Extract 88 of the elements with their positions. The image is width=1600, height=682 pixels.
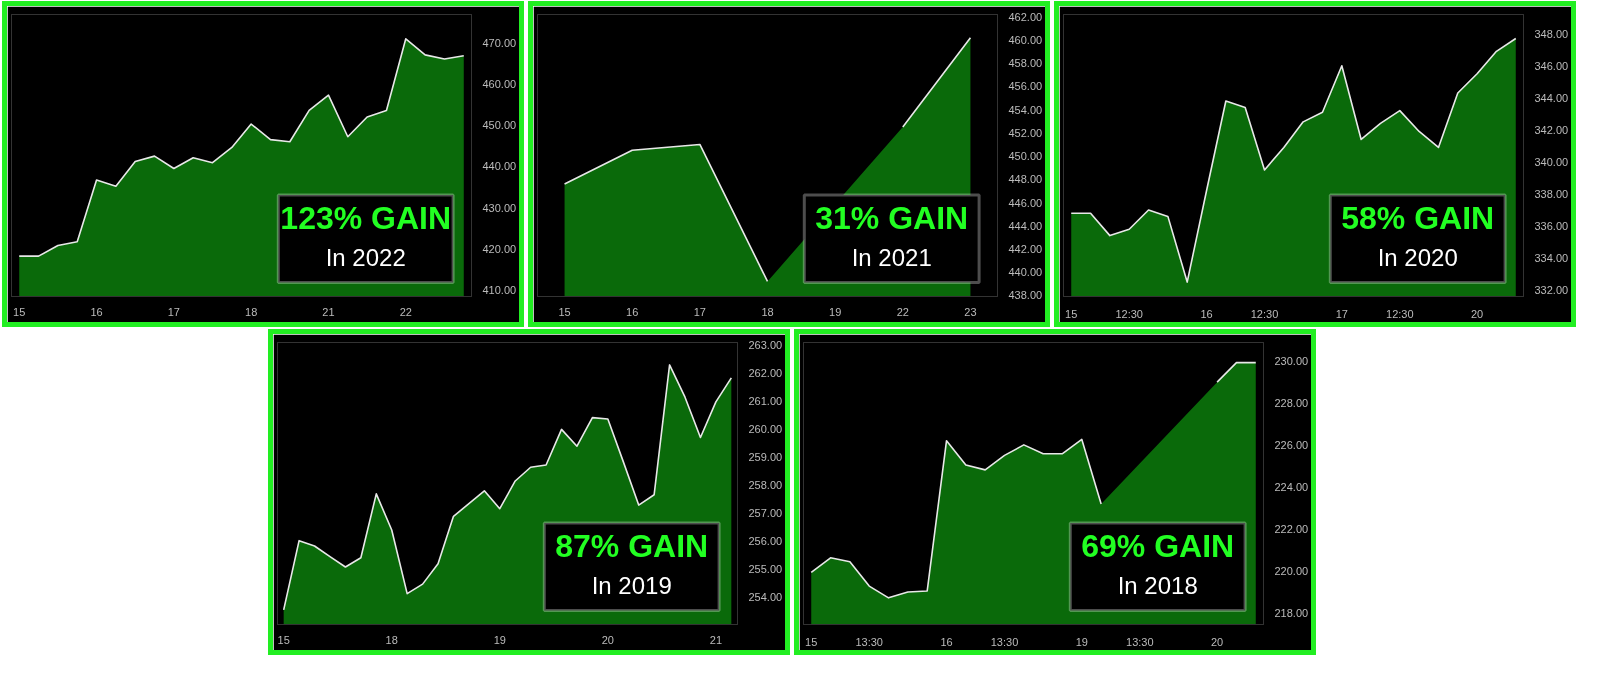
x-tick-label: 18	[761, 305, 774, 318]
y-tick-label: 470.00	[482, 36, 517, 49]
annotation: In 2022	[325, 244, 406, 272]
x-tick-label: 17	[1335, 307, 1348, 320]
y-tick-label: 334.00	[1534, 252, 1569, 265]
x-tick-label: 17	[167, 305, 180, 318]
x-tick-label: 16	[1200, 307, 1213, 320]
y-tick-label: 220.00	[1274, 564, 1309, 577]
x-tick-label: 15	[277, 633, 290, 646]
y-tick-label: 228.00	[1274, 396, 1309, 409]
y-tick-label: 332.00	[1534, 284, 1569, 297]
y-tick-label: 440.00	[482, 160, 517, 173]
y-tick-label: 420.00	[482, 242, 517, 255]
x-tick-label: 16	[90, 305, 103, 318]
x-tick-label: 18	[385, 633, 398, 646]
annotation: 123% GAIN	[280, 199, 452, 236]
x-tick-label: 16	[940, 635, 953, 648]
annotation: In 2018	[1117, 572, 1198, 600]
x-tick-label: 15	[805, 635, 818, 648]
y-tick-label: 456.00	[1008, 80, 1043, 93]
y-tick-label: 224.00	[1274, 480, 1309, 493]
x-tick-label: 21	[709, 633, 723, 646]
annotation: 87% GAIN	[555, 527, 709, 564]
x-tick-label: 21	[322, 305, 335, 318]
y-tick-label: 342.00	[1534, 123, 1569, 136]
y-tick-label: 256.00	[748, 535, 783, 548]
x-tick-label: 20	[601, 633, 614, 646]
y-tick-label: 448.00	[1008, 173, 1043, 186]
x-tick-label: 12:30	[1115, 307, 1143, 320]
x-tick-label: 20	[1471, 307, 1484, 320]
x-tick-label: 22	[896, 305, 909, 318]
y-tick-label: 257.00	[748, 507, 783, 520]
y-tick-label: 460.00	[482, 78, 517, 91]
annotation: 58% GAIN	[1341, 199, 1495, 236]
y-tick-label: 226.00	[1274, 438, 1309, 451]
y-tick-label: 348.00	[1534, 27, 1569, 40]
annotation: 69% GAIN	[1081, 527, 1235, 564]
x-tick-label: 19	[829, 305, 842, 318]
y-tick-label: 442.00	[1008, 242, 1043, 255]
y-tick-label: 338.00	[1534, 187, 1569, 200]
annotation: In 2019	[591, 572, 672, 600]
y-tick-label: 262.00	[748, 367, 783, 380]
x-tick-label: 15	[1065, 307, 1078, 320]
y-tick-label: 460.00	[1008, 34, 1043, 47]
x-tick-label: 20	[1211, 635, 1224, 648]
y-tick-label: 454.00	[1008, 103, 1043, 116]
y-tick-label: 222.00	[1274, 522, 1309, 535]
y-tick-label: 218.00	[1274, 606, 1309, 619]
x-tick-label: 13:30	[855, 635, 883, 648]
x-tick-label: 18	[245, 305, 258, 318]
annotation: 31% GAIN	[815, 199, 969, 236]
annotation: In 2020	[1377, 244, 1458, 272]
y-tick-label: 452.00	[1008, 126, 1043, 139]
y-tick-label: 261.00	[748, 395, 783, 408]
x-tick-label: 22	[399, 305, 412, 318]
y-tick-label: 230.00	[1274, 354, 1309, 367]
y-tick-label: 263.00	[748, 339, 783, 352]
y-tick-label: 446.00	[1008, 196, 1043, 209]
y-tick-label: 259.00	[748, 451, 783, 464]
y-tick-label: 444.00	[1008, 219, 1043, 232]
x-tick-label: 19	[1075, 635, 1088, 648]
annotation: In 2021	[851, 244, 932, 272]
y-tick-label: 450.00	[1008, 150, 1043, 163]
x-tick-label: 12:30	[1386, 307, 1414, 320]
y-tick-label: 255.00	[748, 563, 783, 576]
y-tick-label: 260.00	[748, 423, 783, 436]
y-tick-label: 258.00	[748, 479, 783, 492]
y-tick-label: 346.00	[1534, 59, 1569, 72]
y-tick-label: 430.00	[482, 201, 517, 214]
x-tick-label: 12:30	[1250, 307, 1279, 320]
x-tick-label: 13:30	[1126, 635, 1154, 648]
x-tick-label: 17	[693, 305, 706, 318]
y-tick-label: 336.00	[1534, 220, 1569, 232]
x-tick-label: 15	[13, 305, 26, 318]
y-tick-label: 450.00	[482, 119, 517, 132]
y-tick-label: 438.00	[1008, 289, 1043, 302]
y-tick-label: 254.00	[748, 591, 783, 604]
y-tick-label: 344.00	[1534, 91, 1569, 104]
x-tick-label: 23	[964, 305, 977, 318]
y-tick-label: 410.00	[482, 283, 517, 296]
y-tick-label: 340.00	[1534, 155, 1569, 168]
y-tick-label: 462.00	[1008, 10, 1043, 23]
x-tick-label: 15	[558, 305, 571, 318]
x-tick-label: 16	[626, 305, 639, 318]
x-tick-label: 13:30	[990, 635, 1019, 648]
y-tick-label: 440.00	[1008, 266, 1043, 279]
x-tick-label: 19	[493, 633, 506, 646]
y-tick-label: 458.00	[1008, 57, 1043, 70]
